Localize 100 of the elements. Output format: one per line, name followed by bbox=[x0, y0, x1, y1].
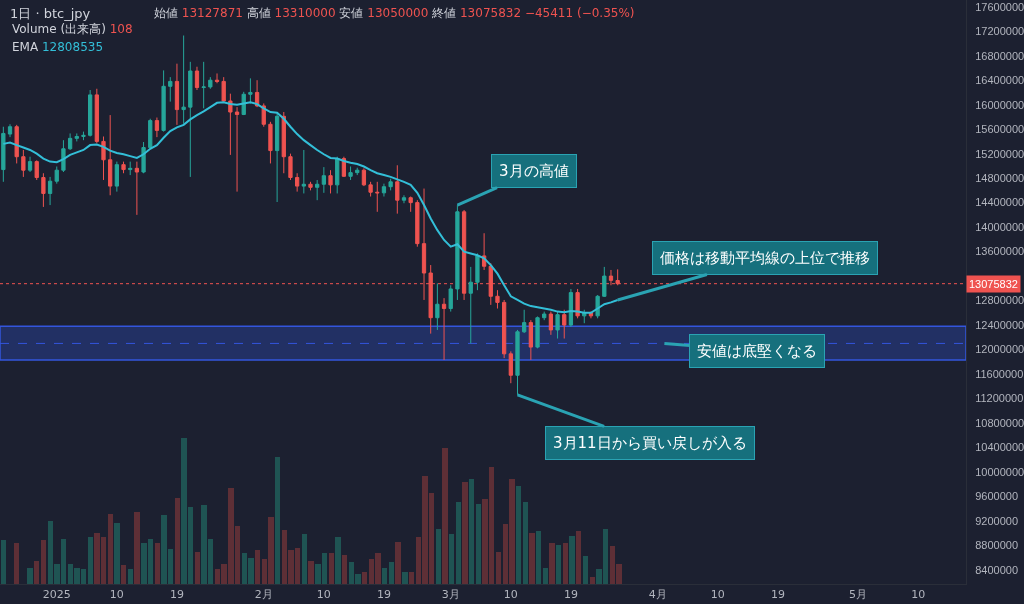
bar bbox=[590, 577, 595, 584]
candlestick bbox=[401, 194, 407, 204]
y-tick-label: 9600000 bbox=[975, 490, 1019, 503]
candlestick bbox=[288, 153, 293, 181]
x-tick-label: 3月 bbox=[441, 588, 460, 602]
candlestick bbox=[381, 183, 387, 197]
y-tick-label: 11200000 bbox=[975, 392, 1024, 405]
candlestick bbox=[355, 167, 360, 176]
bar bbox=[529, 533, 535, 584]
annotation: 安値は底堅くなる bbox=[697, 342, 817, 360]
candlestick bbox=[27, 156, 33, 173]
y-tick-label: 15600000 bbox=[975, 123, 1024, 136]
candlestick bbox=[21, 149, 26, 178]
bar bbox=[335, 537, 341, 584]
y-tick-label: 8400000 bbox=[975, 563, 1019, 576]
x-tick-label: 19 bbox=[770, 588, 785, 602]
bar bbox=[402, 572, 408, 584]
bar bbox=[114, 523, 120, 584]
bar bbox=[563, 543, 568, 584]
candlestick bbox=[148, 118, 153, 150]
candlestick bbox=[522, 309, 527, 334]
bar bbox=[436, 529, 441, 584]
candlestick bbox=[1, 126, 6, 183]
x-tick-label: 10 bbox=[316, 588, 331, 602]
candlestick bbox=[535, 315, 540, 349]
bar bbox=[155, 543, 160, 584]
text: 1日 · btc_jpy bbox=[10, 5, 91, 21]
candlestick bbox=[435, 282, 440, 331]
x-tick-label: 2月 bbox=[254, 588, 273, 602]
candlestick bbox=[121, 161, 126, 174]
candlestick bbox=[108, 114, 113, 196]
candlestick bbox=[328, 169, 333, 194]
y-tick-label: 17200000 bbox=[975, 25, 1024, 38]
candlestick bbox=[281, 111, 286, 174]
y-tick-label: 14400000 bbox=[975, 196, 1024, 209]
candlestick bbox=[81, 131, 86, 141]
bar bbox=[134, 512, 140, 584]
candlestick bbox=[114, 161, 119, 193]
candlestick bbox=[555, 311, 560, 340]
bar bbox=[556, 545, 561, 584]
bar bbox=[108, 514, 113, 584]
candlestick bbox=[495, 289, 500, 310]
candlestick bbox=[241, 91, 246, 116]
bar bbox=[255, 550, 260, 584]
x-tick-label: 5月 bbox=[849, 588, 868, 602]
x-tick-label: 2025 bbox=[42, 588, 71, 602]
y-tick-label: 16400000 bbox=[975, 74, 1024, 87]
bar bbox=[308, 561, 314, 584]
bar bbox=[41, 540, 46, 584]
candlestick bbox=[34, 159, 39, 181]
bar bbox=[469, 479, 474, 584]
candlestick bbox=[388, 178, 393, 191]
bar bbox=[442, 448, 448, 584]
bar bbox=[1, 540, 6, 584]
bar bbox=[342, 555, 347, 584]
x-tick-label: 10 bbox=[503, 588, 518, 602]
candlestick bbox=[188, 61, 193, 178]
x-tick-label: 4月 bbox=[648, 588, 667, 602]
candlestick bbox=[502, 299, 507, 359]
bar bbox=[275, 457, 280, 584]
candlestick bbox=[568, 288, 574, 328]
y-tick-label: 12800000 bbox=[975, 294, 1024, 307]
candlestick bbox=[301, 149, 306, 194]
bar bbox=[88, 537, 93, 584]
bar bbox=[583, 556, 588, 584]
y-tick-label: 9200000 bbox=[975, 514, 1019, 527]
candlestick bbox=[128, 161, 133, 176]
candlestick bbox=[528, 319, 533, 361]
x-tick-label: 19 bbox=[376, 588, 391, 602]
y-tick-label: 10800000 bbox=[975, 416, 1024, 429]
candlestick bbox=[562, 309, 567, 340]
candlestick bbox=[548, 311, 554, 336]
candlestick bbox=[348, 166, 353, 181]
bar bbox=[389, 562, 394, 584]
candlestick bbox=[515, 329, 520, 396]
candlestick bbox=[335, 156, 340, 194]
candlestick bbox=[461, 209, 467, 301]
x-tick-label: 10 bbox=[109, 588, 124, 602]
bar bbox=[523, 502, 528, 584]
candlestick bbox=[415, 199, 420, 248]
candlestick bbox=[214, 72, 220, 84]
candlestick bbox=[361, 167, 367, 187]
candlestick bbox=[248, 77, 253, 104]
candlestick bbox=[201, 61, 206, 109]
bar bbox=[543, 568, 548, 584]
y-tick-label: 8800000 bbox=[975, 539, 1019, 552]
x-tick-label: 19 bbox=[169, 588, 184, 602]
candlestick bbox=[508, 350, 513, 384]
bar bbox=[14, 543, 19, 584]
candlestick bbox=[395, 164, 400, 215]
candlestick bbox=[542, 311, 547, 321]
annotation: 3月の高値 bbox=[499, 162, 569, 180]
candlestick bbox=[134, 161, 140, 216]
candlestick bbox=[74, 132, 79, 142]
bar bbox=[536, 531, 541, 584]
candlestick bbox=[141, 141, 146, 174]
y-tick-label: 10000000 bbox=[975, 465, 1024, 478]
bar bbox=[34, 561, 39, 584]
candlestick bbox=[295, 172, 300, 193]
y-tick-label: 16800000 bbox=[975, 49, 1024, 62]
